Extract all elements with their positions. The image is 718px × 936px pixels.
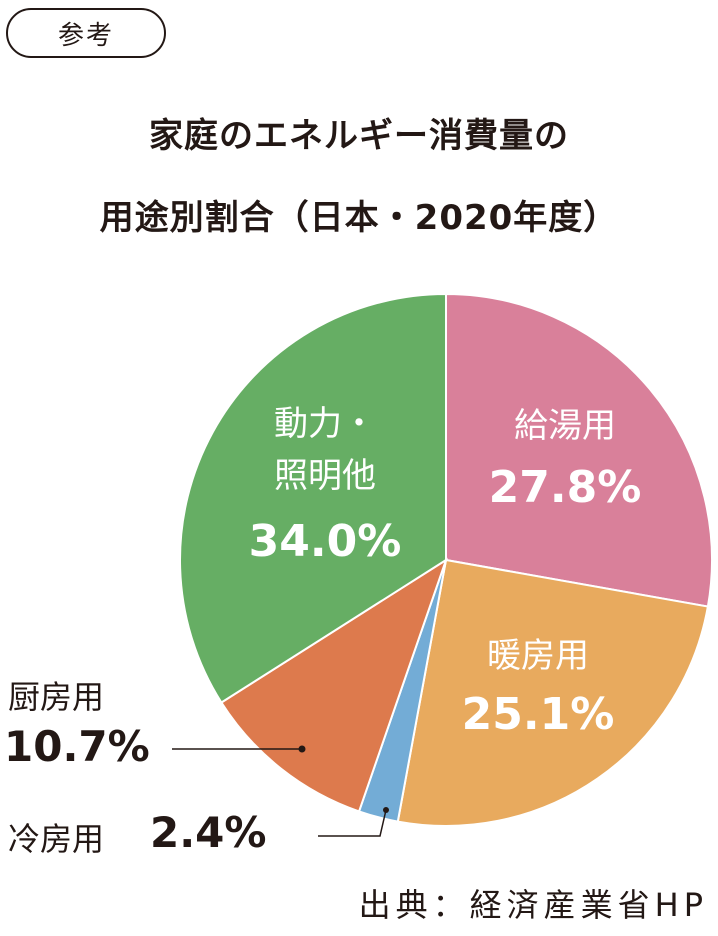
callout-chubo-name: 厨房用 [8, 678, 105, 716]
pie-slice-doryoku [179, 292, 447, 704]
pie-slice-kyuto [445, 292, 713, 608]
slice-label-kyuto-name: 給湯用 [514, 406, 616, 446]
pie-slices [179, 292, 713, 827]
slice-label-danbo-percent: 25.1% [462, 689, 615, 740]
callout-reibo-percent: 2.4% [150, 808, 267, 857]
slice-label-doryoku-name-line-2: 照明他 [274, 456, 376, 496]
leader-dot-chubo [298, 745, 306, 753]
callout-chubo-percent: 10.7% [4, 722, 150, 771]
leader-dot-reibo [383, 807, 389, 813]
reference-badge: 参考 [6, 8, 166, 58]
leader-line-reibo [318, 809, 387, 837]
slice-label-doryoku-percent: 34.0% [249, 516, 402, 567]
slice-label-kyuto-percent: 27.8% [489, 462, 642, 513]
callout-reibo-name: 冷房用 [8, 820, 105, 858]
chart-title-line-1: 家庭のエネルギー消費量の [149, 116, 569, 156]
slice-label-danbo-name: 暖房用 [487, 636, 589, 676]
slice-label-doryoku-name-line-1: 動力・ [274, 404, 376, 444]
chart-title-line-2: 用途別割合（日本・2020年度） [99, 198, 619, 238]
pie-slice-danbo [396, 558, 710, 827]
source-note: 出典：経済産業省HP [358, 886, 708, 924]
